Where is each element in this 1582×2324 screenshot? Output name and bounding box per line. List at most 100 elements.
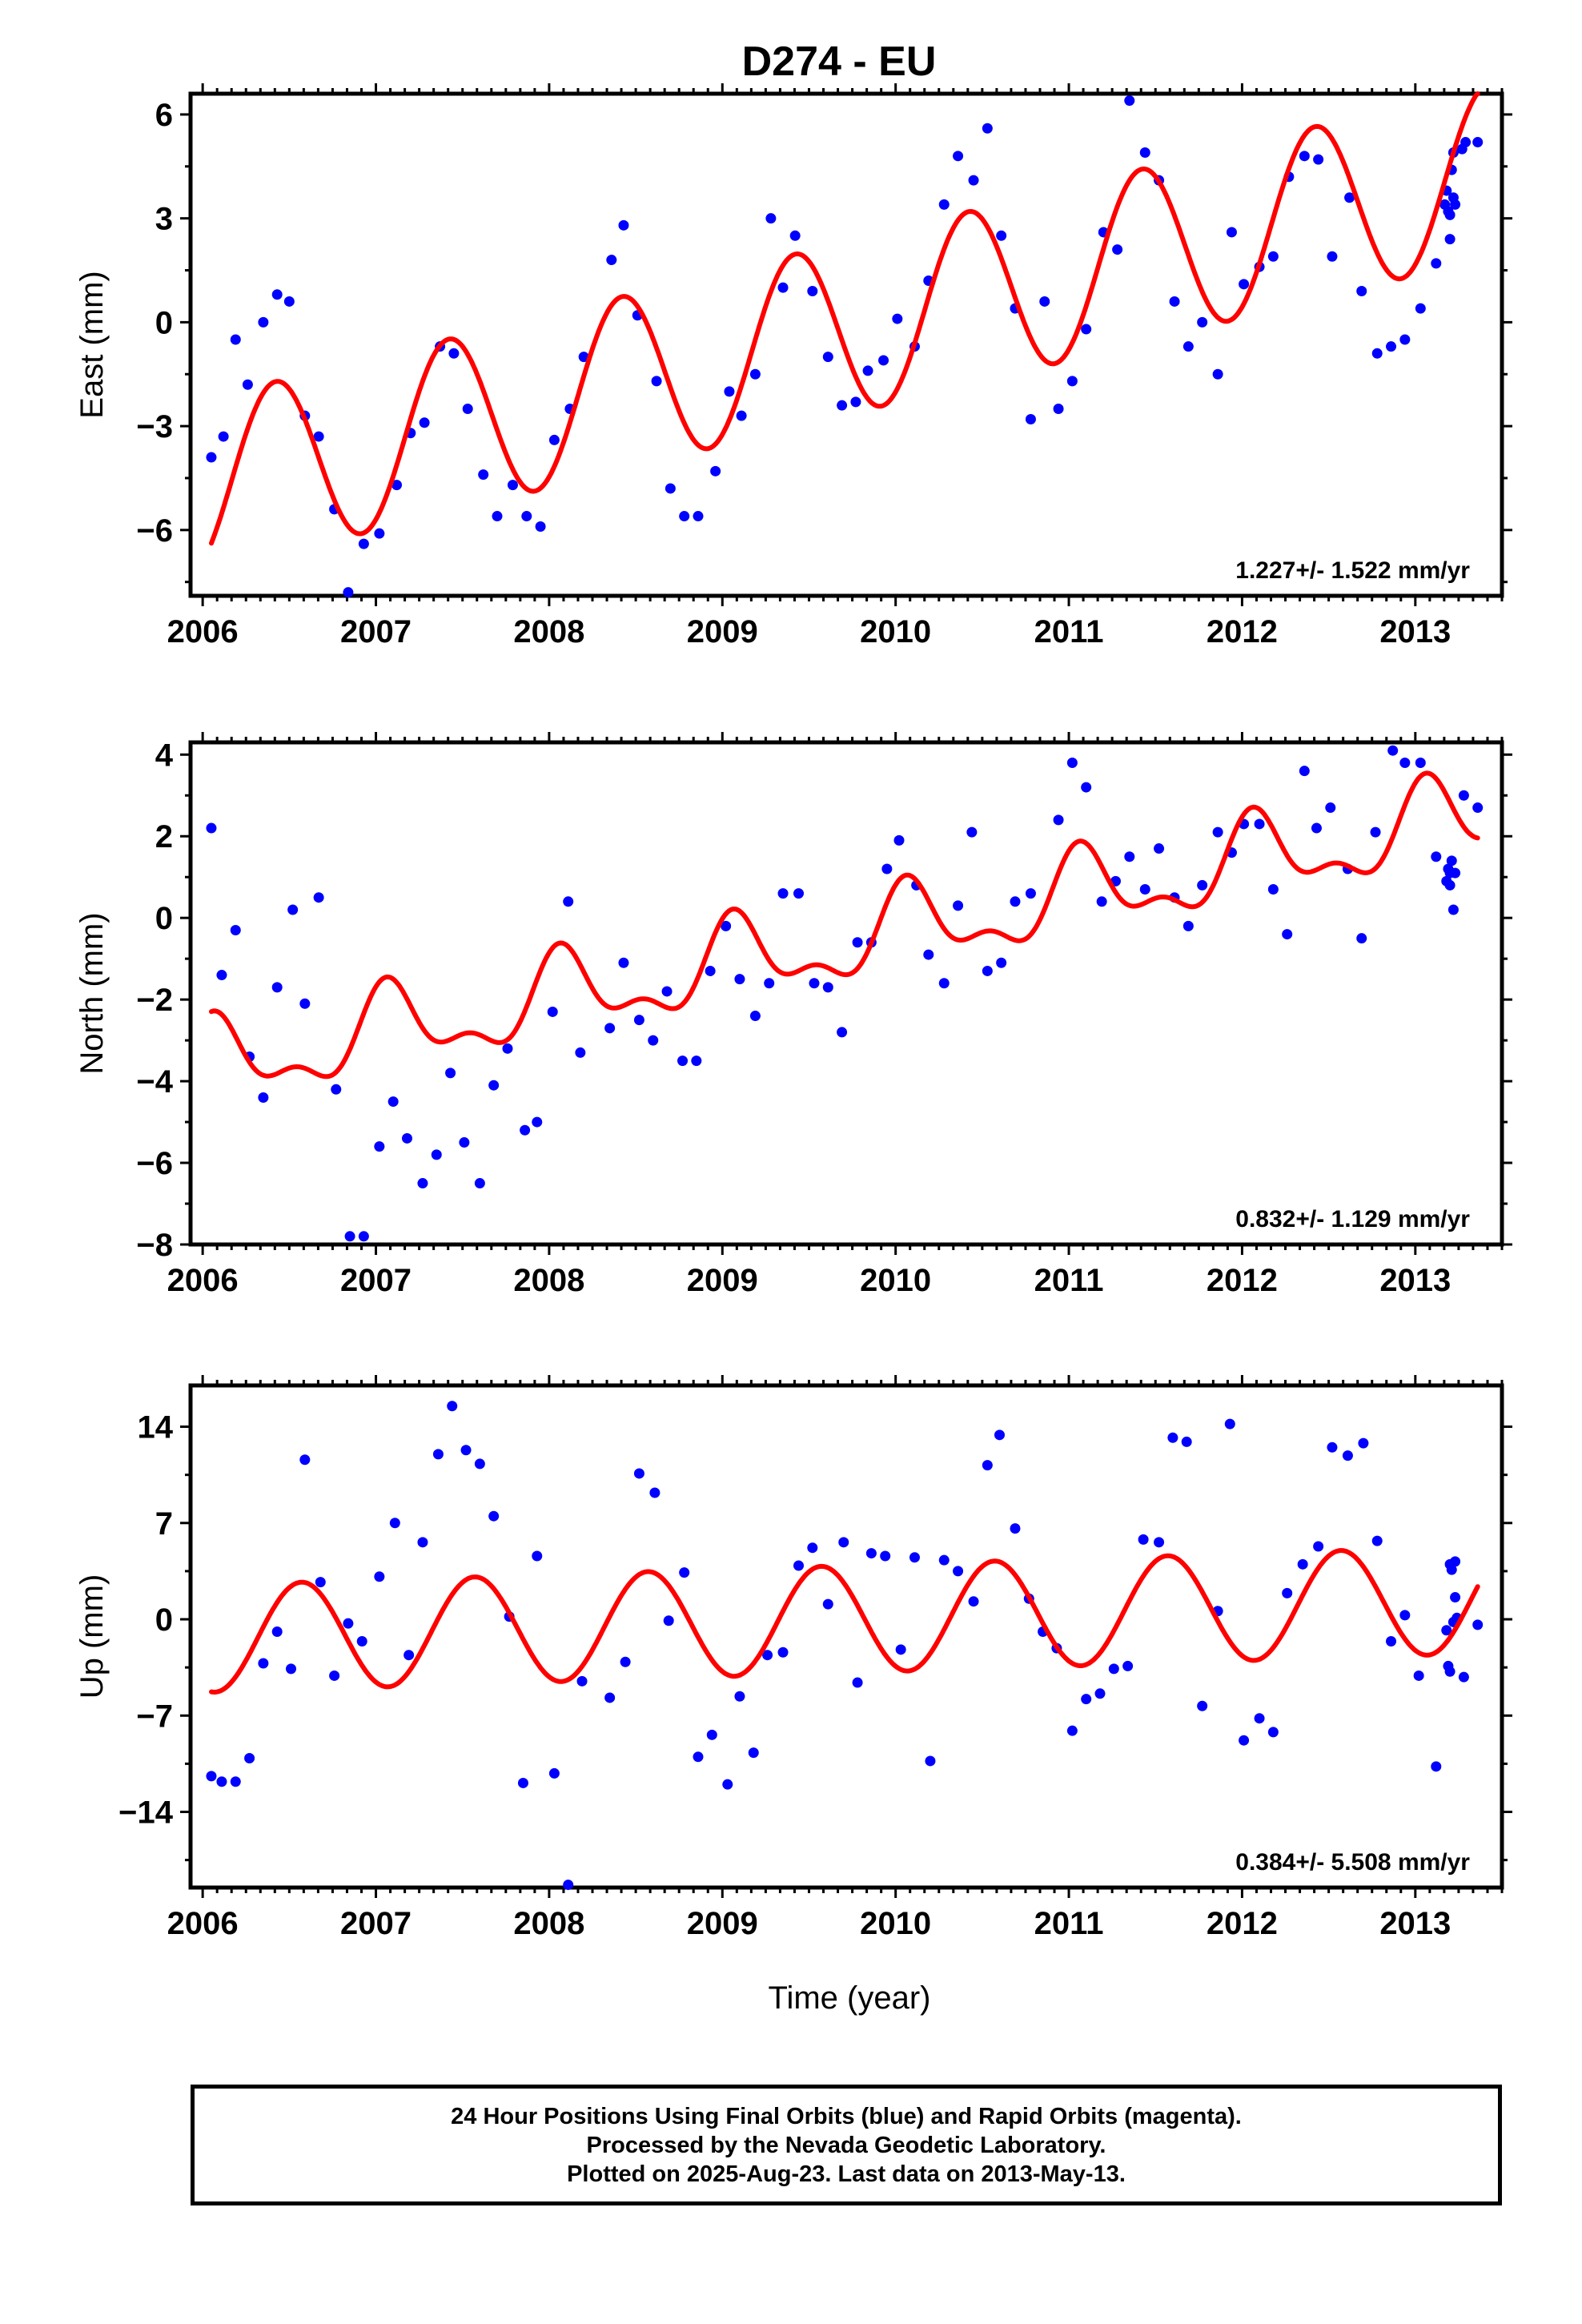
data-point [1226, 227, 1237, 238]
data-point [1224, 1418, 1235, 1429]
data-point [1386, 1636, 1397, 1647]
data-point [1139, 147, 1150, 159]
x-tick-label: 2012 [1207, 1906, 1278, 1941]
y-tick-label: 3 [155, 202, 173, 237]
data-point [1472, 1619, 1484, 1630]
data-point [548, 434, 560, 445]
data-point [953, 1566, 964, 1577]
data-point [271, 982, 283, 993]
data-point [777, 888, 789, 899]
data-point [1458, 790, 1469, 801]
footer-note-box: 24 Hour Positions Using Final Orbits (bl… [191, 2085, 1502, 2205]
data-point [1212, 368, 1223, 380]
data-point [432, 1449, 444, 1460]
data-point [938, 199, 950, 210]
data-point [1356, 285, 1367, 296]
data-point [532, 1550, 543, 1562]
y-tick-label: 14 [138, 1410, 174, 1445]
data-point [431, 1149, 442, 1160]
data-point [1386, 341, 1397, 352]
data-point [258, 1092, 269, 1103]
data-point [358, 538, 369, 549]
data-point [389, 1518, 400, 1529]
data-point [1327, 1441, 1338, 1453]
data-point [271, 1626, 283, 1637]
data-point [706, 1729, 717, 1740]
data-point [417, 1178, 428, 1189]
data-point [358, 1231, 369, 1242]
data-point [492, 511, 503, 522]
data-point [1154, 843, 1165, 854]
data-point [1053, 403, 1064, 414]
x-tick-label: 2011 [1034, 1263, 1104, 1298]
data-point [1066, 1725, 1078, 1736]
data-point [996, 230, 1007, 241]
x-tick-label: 2013 [1379, 1906, 1451, 1941]
data-point [604, 1692, 616, 1703]
data-point [331, 1084, 342, 1095]
data-point [1399, 334, 1411, 345]
x-tick-label: 2010 [860, 1906, 931, 1941]
data-point [1450, 199, 1461, 210]
y-tick-label: 6 [155, 98, 173, 133]
data-point [1197, 316, 1208, 328]
data-point [693, 1751, 704, 1763]
data-point [789, 230, 801, 241]
chart-title: D274 - EU [742, 38, 937, 85]
data-point [633, 1015, 644, 1026]
data-point [283, 296, 295, 307]
data-point [665, 483, 676, 494]
model-curve [209, 770, 1480, 1080]
data-point [1066, 757, 1078, 768]
data-point [1112, 244, 1123, 255]
data-point [968, 1596, 979, 1607]
y-tick-label: 0 [155, 305, 173, 340]
data-point [343, 1618, 354, 1629]
data-point [837, 400, 848, 411]
data-point [748, 1747, 759, 1759]
data-point [1267, 251, 1279, 262]
x-tick-label: 2008 [513, 1906, 584, 1941]
data-point [230, 334, 241, 345]
footer-line-3: Plotted on 2025-Aug-23. Last data on 201… [567, 2161, 1126, 2187]
data-point [777, 282, 789, 293]
data-point [1399, 1610, 1411, 1621]
plot-frame [188, 1383, 1504, 1890]
data-point [1282, 1587, 1293, 1598]
data-point [1239, 1735, 1250, 1746]
data-point [1139, 884, 1150, 895]
data-point [1254, 1713, 1265, 1724]
data-point [1446, 855, 1457, 866]
data-point [923, 949, 934, 960]
data-point [649, 1487, 661, 1498]
data-point [417, 1537, 428, 1548]
data-point [651, 376, 662, 387]
data-point [693, 511, 704, 522]
data-point [661, 986, 673, 997]
data-point [852, 1677, 863, 1688]
data-point [1472, 802, 1484, 814]
rate-annotation: 1.227+/- 1.522 mm/yr [1235, 557, 1470, 584]
data-point [1081, 1694, 1092, 1705]
data-point [478, 469, 489, 480]
data-point [1081, 782, 1092, 793]
x-tick-label: 2013 [1379, 614, 1451, 649]
x-tick-label: 2007 [340, 1263, 412, 1298]
data-point [893, 834, 905, 846]
data-point [850, 396, 861, 408]
data-point [218, 431, 229, 442]
data-point [953, 900, 964, 911]
data-point [1387, 745, 1399, 756]
data-point [1094, 1688, 1106, 1699]
data-point [1325, 802, 1336, 814]
data-point [1358, 1437, 1369, 1449]
footer-line-2: Processed by the Nevada Geodetic Laborat… [586, 2132, 1106, 2158]
data-point [474, 1178, 485, 1189]
data-point [1025, 413, 1036, 424]
data-point [865, 1548, 877, 1559]
data-point [462, 403, 473, 414]
data-point [206, 822, 217, 834]
data-point [1458, 1671, 1469, 1683]
footer-line-1: 24 Hour Positions Using Final Orbits (bl… [451, 2103, 1242, 2129]
data-point [1299, 151, 1310, 162]
